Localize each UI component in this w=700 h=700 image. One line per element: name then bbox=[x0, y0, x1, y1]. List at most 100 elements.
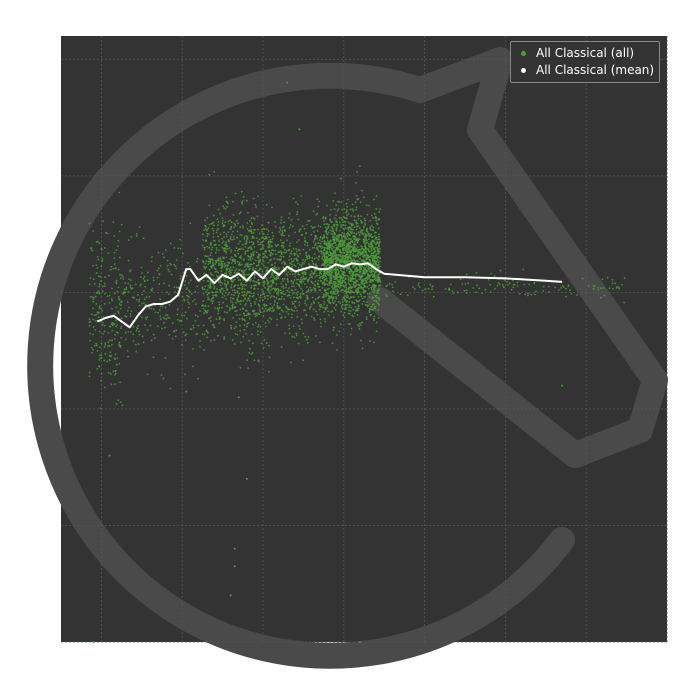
scatter-point bbox=[278, 231, 281, 233]
scatter-point bbox=[362, 229, 364, 232]
scatter-point bbox=[245, 314, 248, 317]
scatter-point bbox=[343, 232, 346, 235]
scatter-point bbox=[373, 198, 375, 201]
scatter-point bbox=[323, 280, 326, 283]
scatter-point bbox=[242, 300, 245, 302]
scatter-point-outlier bbox=[298, 128, 301, 131]
scatter-point bbox=[103, 359, 106, 362]
scatter-point bbox=[97, 316, 100, 318]
scatter-point bbox=[275, 253, 277, 256]
scatter-point bbox=[254, 259, 257, 262]
scatter-point bbox=[354, 309, 357, 312]
scatter-point bbox=[239, 264, 242, 267]
scatter-point bbox=[267, 290, 270, 293]
scatter-point bbox=[336, 257, 339, 260]
scatter-point bbox=[265, 304, 267, 306]
scatter-point bbox=[587, 285, 590, 287]
scatter-point bbox=[253, 245, 256, 248]
scatter-point bbox=[264, 325, 267, 328]
scatter-point bbox=[138, 330, 141, 333]
scatter-point bbox=[306, 242, 309, 244]
scatter-point bbox=[317, 225, 320, 227]
scatter-point bbox=[218, 262, 220, 265]
scatter-point bbox=[344, 235, 347, 237]
scatter-point bbox=[289, 296, 292, 299]
scatter-point bbox=[251, 351, 254, 354]
scatter-point bbox=[325, 277, 328, 280]
scatter-point bbox=[339, 302, 342, 305]
scatter-point bbox=[368, 284, 371, 287]
scatter-point bbox=[361, 303, 364, 305]
scatter-point bbox=[222, 225, 225, 228]
scatter-point bbox=[337, 290, 340, 292]
scatter-point bbox=[89, 339, 92, 342]
scatter-point bbox=[216, 334, 219, 337]
scatter-point bbox=[293, 264, 295, 267]
scatter-point bbox=[570, 292, 573, 295]
scatter-point bbox=[283, 248, 286, 251]
scatter-point bbox=[306, 255, 309, 258]
scatter-point bbox=[378, 272, 381, 275]
scatter-point bbox=[378, 242, 381, 244]
scatter-point bbox=[203, 333, 206, 336]
scatter-point bbox=[143, 302, 145, 305]
scatter-point bbox=[314, 234, 317, 237]
scatter-point bbox=[308, 264, 311, 267]
scatter-point bbox=[135, 329, 138, 332]
scatter-point bbox=[371, 236, 374, 238]
scatter-point bbox=[261, 246, 264, 249]
scatter-point bbox=[313, 226, 316, 229]
scatter-point bbox=[328, 284, 331, 287]
scatter-point bbox=[281, 232, 284, 235]
scatter-point bbox=[303, 237, 306, 239]
scatter-point bbox=[257, 281, 260, 284]
scatter-point bbox=[115, 249, 118, 252]
scatter-point bbox=[321, 296, 324, 298]
scatter-point bbox=[324, 278, 327, 281]
scatter-point bbox=[247, 312, 250, 315]
scatter-point bbox=[233, 278, 236, 281]
scatter-point bbox=[212, 259, 214, 262]
scatter-point bbox=[267, 280, 270, 283]
scatter-point bbox=[243, 238, 246, 240]
scatter-point bbox=[101, 309, 104, 312]
scatter-point bbox=[332, 249, 335, 252]
scatter-point bbox=[166, 314, 169, 316]
scatter-point bbox=[292, 282, 295, 285]
scatter-point bbox=[294, 275, 297, 278]
scatter-point bbox=[377, 263, 380, 266]
scatter-point bbox=[356, 170, 359, 173]
scatter-point bbox=[356, 307, 358, 310]
scatter-point bbox=[225, 245, 228, 248]
scatter-point bbox=[323, 253, 326, 256]
scatter-point bbox=[234, 192, 237, 195]
scatter-point bbox=[290, 308, 293, 311]
scatter-point bbox=[97, 258, 100, 261]
scatter-point bbox=[292, 291, 295, 294]
scatter-point bbox=[280, 282, 283, 285]
scatter-point bbox=[374, 279, 377, 282]
scatter-point bbox=[378, 247, 381, 250]
scatter-point bbox=[137, 324, 140, 327]
scatter-point bbox=[103, 247, 106, 249]
scatter-point bbox=[245, 325, 248, 328]
scatter-point bbox=[361, 245, 364, 248]
scatter-point bbox=[243, 318, 245, 321]
scatter-point bbox=[307, 279, 310, 282]
scatter-point bbox=[89, 295, 92, 298]
scatter-point bbox=[356, 309, 359, 312]
scatter-point bbox=[367, 265, 370, 268]
scatter-point bbox=[262, 256, 265, 259]
scatter-point bbox=[345, 232, 348, 235]
scatter-point bbox=[204, 262, 207, 265]
scatter-point bbox=[120, 274, 123, 277]
scatter-point bbox=[364, 243, 367, 245]
scatter-point bbox=[229, 236, 232, 238]
scatter-point bbox=[334, 268, 337, 271]
scatter-point bbox=[341, 254, 344, 257]
scatter-point bbox=[347, 312, 350, 315]
scatter-point bbox=[368, 235, 371, 238]
scatter-point bbox=[311, 256, 314, 259]
scatter-point bbox=[131, 296, 134, 299]
scatter-point bbox=[374, 231, 377, 234]
